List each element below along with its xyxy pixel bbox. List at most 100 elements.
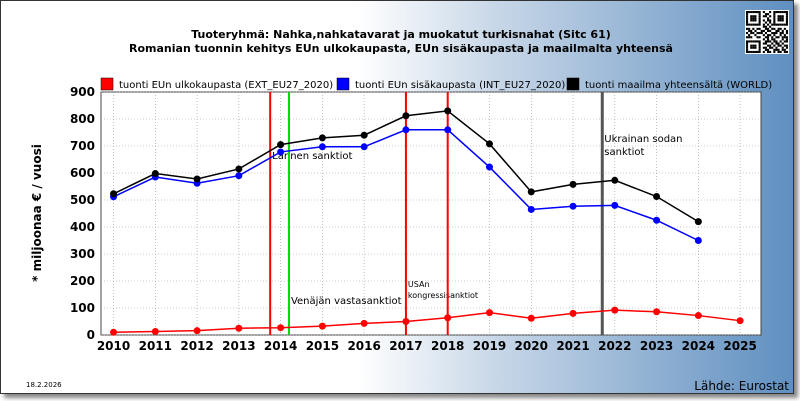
qr-cell: [750, 46, 753, 49]
data-point: [235, 165, 243, 173]
event-label: Ukrainan sodan sanktiot: [604, 134, 682, 158]
data-point: [569, 180, 577, 188]
qr-cell: [752, 11, 755, 14]
qr-cell: [748, 23, 751, 26]
qr-cell: [767, 17, 770, 20]
y-tick-label: 100: [70, 301, 95, 315]
qr-cell: [777, 23, 780, 26]
qr-cell: [756, 27, 759, 30]
y-tick-label: 400: [70, 220, 95, 234]
qr-cell: [764, 36, 767, 39]
qr-cell: [758, 19, 761, 22]
qr-cell: [758, 15, 761, 18]
qr-cell: [754, 11, 757, 14]
x-tick-label: 2011: [139, 339, 172, 353]
legend-swatch: [100, 77, 114, 91]
qr-cell: [746, 23, 749, 26]
qr-cell: [785, 40, 788, 43]
qr-cell: [775, 48, 778, 51]
qr-cell: [764, 46, 767, 49]
series-line-0: [113, 309, 741, 334]
data-point: [318, 143, 326, 151]
qr-cell: [771, 42, 774, 45]
qr-cell: [746, 50, 749, 53]
qr-cell: [769, 40, 772, 43]
qr-cell: [762, 46, 765, 49]
qr-cell: [758, 42, 761, 45]
qr-cell: [779, 34, 782, 37]
qr-cell: [746, 32, 749, 35]
x-tick-label: 2021: [556, 339, 589, 353]
qr-cell: [773, 13, 776, 16]
data-point: [485, 140, 493, 148]
x-tick-label: 2016: [347, 339, 380, 353]
qr-cell: [767, 19, 770, 22]
qr-cell: [750, 29, 753, 32]
qr-cell: [777, 17, 780, 20]
x-tick-label: 2018: [431, 339, 464, 353]
y-tick-label: 900: [70, 85, 95, 99]
qr-cell: [752, 46, 755, 49]
qr-cell: [785, 44, 788, 47]
qr-cell: [754, 17, 757, 20]
qr-cell: [779, 11, 782, 14]
qr-cell: [758, 44, 761, 47]
event-label: USAn kongressisanktiot: [408, 280, 478, 300]
qr-cell: [785, 19, 788, 22]
qr-cell: [781, 23, 784, 26]
data-point: [277, 141, 285, 149]
qr-cell: [758, 40, 761, 43]
qr-cell: [758, 13, 761, 16]
qr-cell: [756, 11, 759, 14]
qr-cell: [767, 27, 770, 30]
qr-cell: [773, 27, 776, 30]
qr-cell: [781, 42, 784, 45]
data-point: [360, 319, 368, 327]
data-point: [193, 175, 201, 183]
qr-cell: [767, 13, 770, 16]
qr-cell: [785, 13, 788, 16]
data-point: [151, 170, 159, 178]
qr-cell: [769, 21, 772, 24]
qr-cell: [777, 42, 780, 45]
qr-cell: [783, 48, 786, 51]
qr-cell: [781, 17, 784, 20]
qr-cell: [752, 23, 755, 26]
qr-cell: [773, 40, 776, 43]
qr-cell: [779, 23, 782, 26]
footer-source: Lähde: Eurostat: [694, 379, 789, 393]
qr-cell: [746, 11, 749, 14]
qr-cell: [746, 21, 749, 24]
qr-cell: [746, 48, 749, 51]
qr-cell: [777, 27, 780, 30]
qr-cell: [773, 21, 776, 24]
qr-cell: [764, 48, 767, 51]
qr-cell: [769, 50, 772, 53]
data-point: [151, 327, 159, 335]
y-tick-label: 200: [70, 274, 95, 288]
qr-cell: [781, 36, 784, 39]
x-tick-label: 2019: [473, 339, 506, 353]
qr-cell: [752, 44, 755, 47]
qr-cell: [767, 44, 770, 47]
qr-cell: [771, 36, 774, 39]
qr-cell: [752, 50, 755, 53]
qr-cell: [785, 15, 788, 18]
qr-cell: [748, 34, 751, 37]
x-tick-label: 2020: [515, 339, 548, 353]
qr-cell: [769, 11, 772, 14]
data-point: [235, 324, 243, 332]
series-group: [110, 107, 744, 336]
qr-cell: [775, 32, 778, 35]
qr-cell: [779, 32, 782, 35]
qr-cell: [773, 15, 776, 18]
qr-cell: [785, 21, 788, 24]
qr-cell: [773, 19, 776, 22]
qr-cell: [752, 40, 755, 43]
qr-cell: [773, 32, 776, 35]
qr-cell: [785, 29, 788, 32]
qr-cell: [750, 15, 753, 18]
qr-cell: [758, 46, 761, 49]
data-point: [485, 309, 493, 317]
data-point: [569, 309, 577, 317]
